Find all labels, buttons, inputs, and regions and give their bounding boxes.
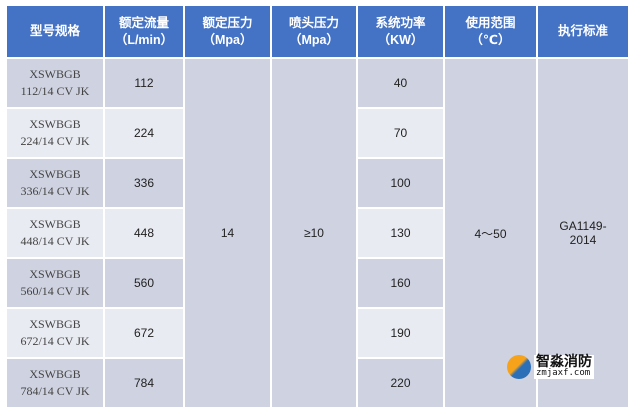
power-cell: 190 [356, 307, 445, 359]
table-row: XSWBGB 112/14 CV JK 112 14 ≥10 40 4～50 GA1149- 2… [5, 57, 630, 409]
column-header: 使用范围 （℃） [443, 4, 538, 59]
header-unit: （Mpa） [202, 32, 253, 47]
table-row: XSWBGB 448/14 CV JK 448 130 [5, 207, 629, 259]
flow-cell: 672 [103, 307, 185, 359]
column-header: 额定流量 （L/min） [103, 4, 185, 59]
model-cell: XSWBGB 448/14 CV JK [5, 207, 105, 259]
model-cell: XSWBGB 112/14 CV JK [5, 57, 105, 109]
column-header: 系统功率 （KW） [356, 4, 445, 59]
watermark-url: zmjaxf.com [536, 368, 591, 378]
table-row: XSWBGB 784/14 CV JK 784 220 [5, 357, 629, 409]
rated-pressure-cell: 14 [183, 57, 272, 409]
watermark-name: 智淼消防 [536, 353, 592, 369]
model-cell: XSWBGB 784/14 CV JK [5, 357, 105, 409]
standard-cell: GA1149- 2014 [536, 57, 630, 409]
header-unit: （Mpa） [288, 32, 339, 47]
table-row: XSWBGB 224/14 CV JK 224 70 [5, 107, 629, 159]
model-cell: XSWBGB 224/14 CV JK [5, 107, 105, 159]
power-cell: 220 [356, 357, 445, 409]
model-cell: XSWBGB 672/14 CV JK [5, 307, 105, 359]
nozzle-pressure-cell: ≥10 [270, 57, 358, 409]
model-cell: XSWBGB 336/14 CV JK [5, 157, 105, 209]
column-header: 喷头压力 （Mpa） [270, 4, 358, 59]
power-cell: 70 [356, 107, 445, 159]
header-label: 使用范围 [465, 15, 516, 30]
watermark-logo-icon [507, 355, 531, 379]
spec-table: 型号规格 额定流量 （L/min） 额定压力 （Mpa） 喷头压力 （Mpa） 系统功率 （KW… [5, 4, 630, 409]
flow-cell: 336 [103, 157, 185, 209]
power-cell: 40 [356, 57, 445, 109]
header-label: 额定压力 [202, 15, 253, 30]
column-header: 执行标准 [536, 4, 630, 59]
flow-cell: 112 [103, 57, 185, 109]
watermark: 智淼消防 zmjaxf.com [507, 353, 594, 379]
flow-cell: 448 [103, 207, 185, 259]
power-cell: 160 [356, 257, 445, 309]
flow-cell: 224 [103, 107, 185, 159]
temp-range-cell: 4～50 [443, 57, 538, 409]
power-cell: 130 [356, 207, 445, 259]
header-unit: （KW） [377, 32, 424, 47]
header-unit: （L/min） [114, 32, 174, 47]
header-unit: （℃） [470, 32, 511, 47]
header-label: 执行标准 [557, 24, 608, 38]
power-cell: 100 [356, 157, 445, 209]
model-cell: XSWBGB 560/14 CV JK [5, 257, 105, 309]
table-row: XSWBGB 672/14 CV JK 672 190 [5, 307, 629, 359]
table-row: XSWBGB 336/14 CV JK 336 100 [5, 157, 629, 209]
header-label: 喷头压力 [288, 15, 339, 30]
header-label: 系统功率 [375, 15, 426, 30]
flow-cell: 560 [103, 257, 185, 309]
table-row: XSWBGB 560/14 CV JK 560 160 [5, 257, 629, 309]
header-label: 型号规格 [29, 24, 80, 38]
flow-cell: 784 [103, 357, 185, 409]
column-header: 额定压力 （Mpa） [183, 4, 272, 59]
header-label: 额定流量 [118, 15, 169, 30]
column-header: 型号规格 [5, 4, 105, 59]
header-row: 型号规格 额定流量 （L/min） 额定压力 （Mpa） 喷头压力 （Mpa） 系统功率 （KW… [5, 4, 630, 59]
